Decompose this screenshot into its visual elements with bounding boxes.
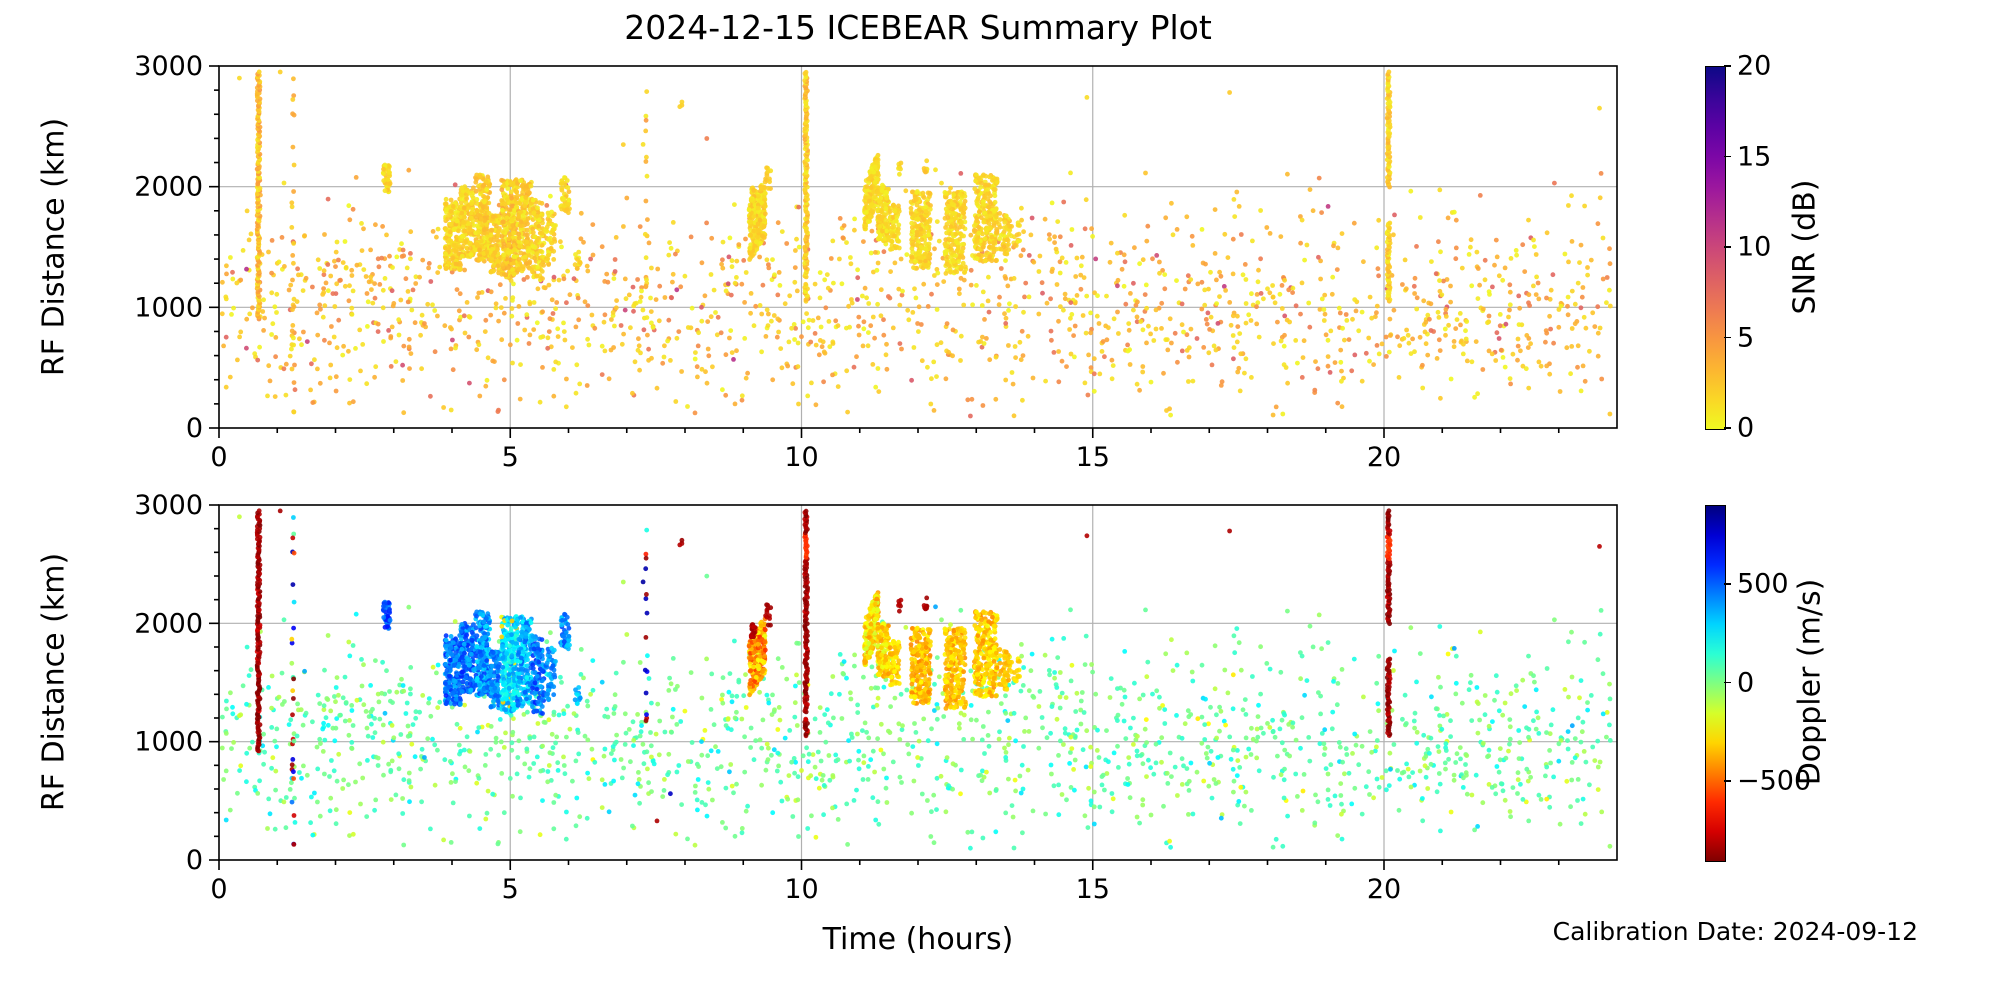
figure-title: 2024-12-15 ICEBEAR Summary Plot xyxy=(624,8,1212,47)
colorbar-tick-mark xyxy=(1724,155,1731,158)
x-tick-label: 20 xyxy=(1367,442,1401,473)
snr-axes xyxy=(209,65,1618,438)
y-tick-label: 2000 xyxy=(134,608,203,639)
y-tick-label: 3000 xyxy=(134,490,203,521)
y-tick-label: 2000 xyxy=(134,172,203,203)
x-tick-label: 15 xyxy=(1076,442,1110,473)
snr-colorbar-label: SNR (dB) xyxy=(1787,179,1823,315)
colorbar-tick-mark xyxy=(1724,583,1731,585)
snr-plot-y-axis-label: RF Distance (km) xyxy=(36,117,72,377)
x-tick-label: 20 xyxy=(1367,874,1401,905)
dop-tick-labels: 0 5 10 15 20 0 1000 2000 3000 xyxy=(134,490,1401,905)
x-tick-label: 0 xyxy=(210,442,227,473)
colorbar-tick-label: 0 xyxy=(1737,667,1755,698)
snr-points-layer xyxy=(219,69,1613,419)
doppler-colorbar xyxy=(1705,505,1726,862)
colorbar-tick-mark xyxy=(1724,780,1731,782)
colorbar-tick-mark xyxy=(1724,427,1731,429)
y-tick-label: 0 xyxy=(186,413,203,444)
x-tick-label: 15 xyxy=(1076,874,1110,905)
colorbar-tick-mark xyxy=(1724,681,1731,684)
colorbar-tick-label: 5 xyxy=(1737,322,1755,353)
x-tick-label: 10 xyxy=(784,442,818,473)
x-tick-label: 10 xyxy=(784,874,818,905)
colorbar-tick-mark xyxy=(1724,65,1731,67)
colorbar-tick-mark xyxy=(1724,246,1731,248)
colorbar-tick-label: 0 xyxy=(1737,412,1755,444)
colorbar-tick-label: 15 xyxy=(1737,141,1772,172)
colorbar-tick-label: 10 xyxy=(1737,231,1772,263)
colorbar-tick-mark xyxy=(1724,336,1731,339)
y-tick-label: 0 xyxy=(186,845,203,876)
x-axis-label: Time (hours) xyxy=(822,922,1014,957)
dop-points-layer xyxy=(219,508,1613,851)
colorbar-tick-label: 20 xyxy=(1737,50,1772,82)
y-tick-label: 1000 xyxy=(134,727,203,758)
colorbar-tick-label: −500 xyxy=(1737,765,1812,797)
snr-colorbar xyxy=(1705,66,1726,430)
y-tick-label: 1000 xyxy=(134,292,203,323)
snr-tick-labels: 0 5 10 15 20 0 1000 2000 3000 xyxy=(134,51,1401,473)
x-tick-label: 5 xyxy=(502,442,519,473)
x-tick-label: 0 xyxy=(210,874,227,905)
colorbar-tick-label: 500 xyxy=(1737,568,1789,600)
calibration-note: Calibration Date: 2024-09-12 xyxy=(1552,917,1918,946)
snr-scatter-plot: 0 5 10 15 20 0 1000 2000 3000 xyxy=(134,51,1618,473)
doppler-scatter-plot: 0 5 10 15 20 0 1000 2000 3000 xyxy=(134,490,1618,905)
x-tick-label: 5 xyxy=(502,874,519,905)
doppler-colorbar-label: Doppler (m/s) xyxy=(1792,578,1828,786)
doppler-plot-y-axis-label: RF Distance (km) xyxy=(36,552,72,812)
dop-axes xyxy=(209,504,1618,870)
y-tick-label: 3000 xyxy=(134,51,203,82)
